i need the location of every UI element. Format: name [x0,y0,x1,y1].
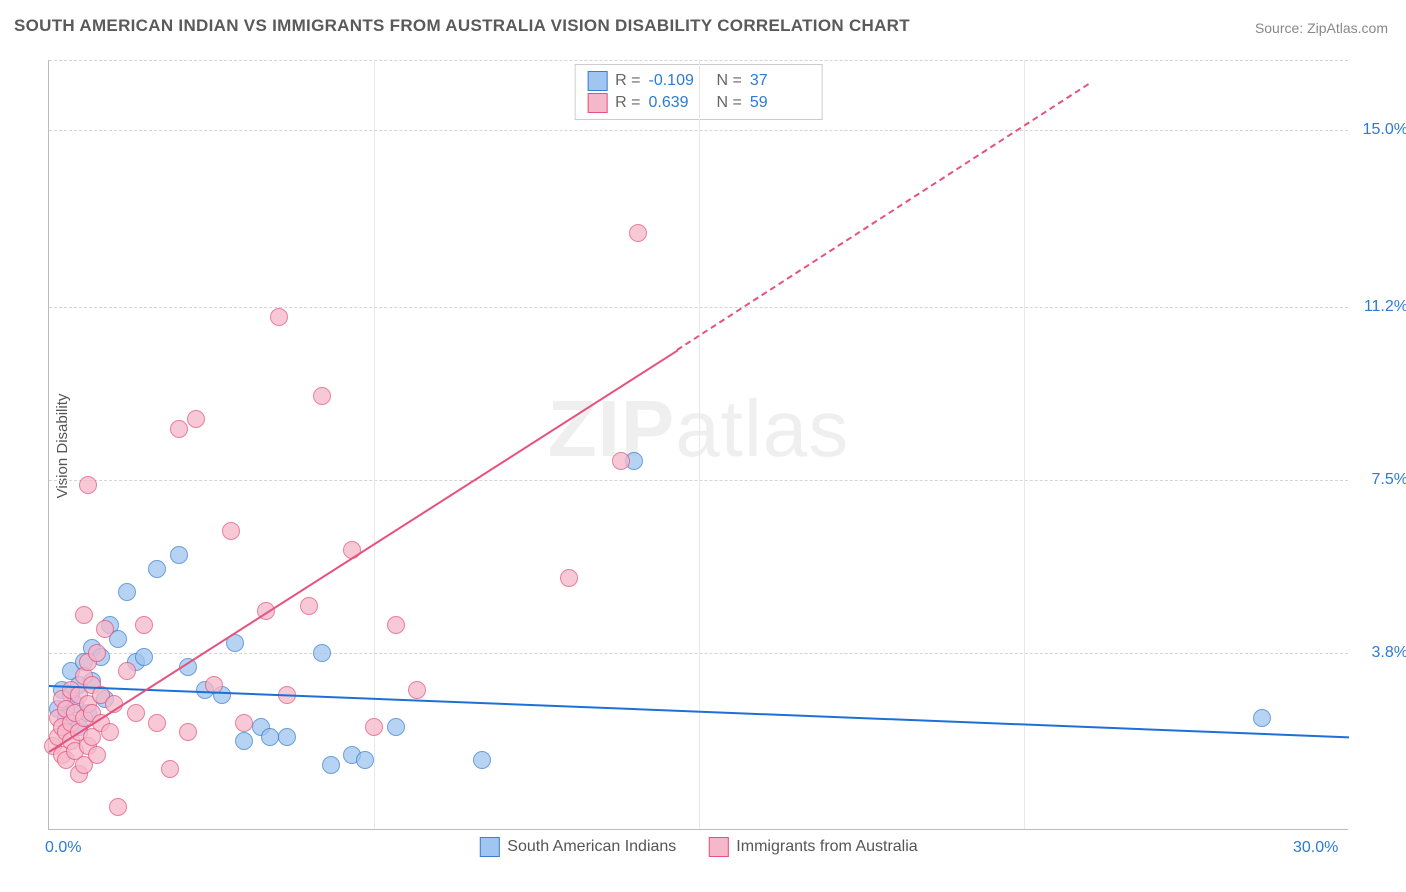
trend-line [48,349,677,752]
legend-label: South American Indians [507,838,676,856]
scatter-point [1253,709,1271,727]
scatter-point [387,616,405,634]
chart-title: SOUTH AMERICAN INDIAN VS IMMIGRANTS FROM… [14,16,910,36]
scatter-point [179,723,197,741]
trend-line [677,83,1090,351]
r-label: R = [615,94,640,112]
series-swatch [587,93,607,113]
series-swatch [587,71,607,91]
scatter-point [235,732,253,750]
n-value: 37 [750,72,810,90]
scatter-point [356,751,374,769]
scatter-point [560,569,578,587]
series-swatch [708,837,728,857]
scatter-point [148,714,166,732]
y-tick-label: 15.0% [1363,121,1406,139]
scatter-point [135,648,153,666]
vline [374,60,375,829]
scatter-point [261,728,279,746]
legend-label: Immigrants from Australia [736,838,917,856]
scatter-point [222,522,240,540]
scatter-point [300,597,318,615]
y-tick-label: 11.2% [1364,298,1406,316]
scatter-point [88,746,106,764]
scatter-point [408,681,426,699]
scatter-point [96,620,114,638]
scatter-point [270,308,288,326]
series-swatch [479,837,499,857]
scatter-point [235,714,253,732]
plot-area: ZIPatlas R =-0.109N =37R =0.639N =59 Sou… [48,60,1348,830]
scatter-point [278,728,296,746]
scatter-point [135,616,153,634]
y-tick-label: 7.5% [1372,471,1406,489]
scatter-point [88,644,106,662]
scatter-point [313,387,331,405]
n-label: N = [717,72,742,90]
bottom-legend: South American Indians Immigrants from Au… [479,837,917,857]
x-tick-label: 0.0% [45,839,81,857]
vline [699,60,700,829]
x-tick-label: 30.0% [1293,839,1338,857]
scatter-point [170,420,188,438]
scatter-point [313,644,331,662]
scatter-point [187,410,205,428]
y-tick-label: 3.8% [1372,644,1406,662]
watermark-light: atlas [675,384,849,473]
scatter-point [322,756,340,774]
scatter-point [79,476,97,494]
scatter-point [109,798,127,816]
scatter-point [365,718,383,736]
scatter-point [161,760,179,778]
scatter-point [127,704,145,722]
legend-item: South American Indians [479,837,676,857]
r-label: R = [615,72,640,90]
source-label: Source: ZipAtlas.com [1255,20,1388,36]
legend-item: Immigrants from Australia [708,837,917,857]
scatter-point [148,560,166,578]
chart-container: SOUTH AMERICAN INDIAN VS IMMIGRANTS FROM… [0,0,1406,892]
n-value: 59 [750,94,810,112]
scatter-point [118,583,136,601]
scatter-point [629,224,647,242]
scatter-point [75,606,93,624]
scatter-point [101,723,119,741]
scatter-point [387,718,405,736]
vline [1024,60,1025,829]
scatter-point [170,546,188,564]
scatter-point [473,751,491,769]
scatter-point [612,452,630,470]
scatter-point [118,662,136,680]
n-label: N = [717,94,742,112]
